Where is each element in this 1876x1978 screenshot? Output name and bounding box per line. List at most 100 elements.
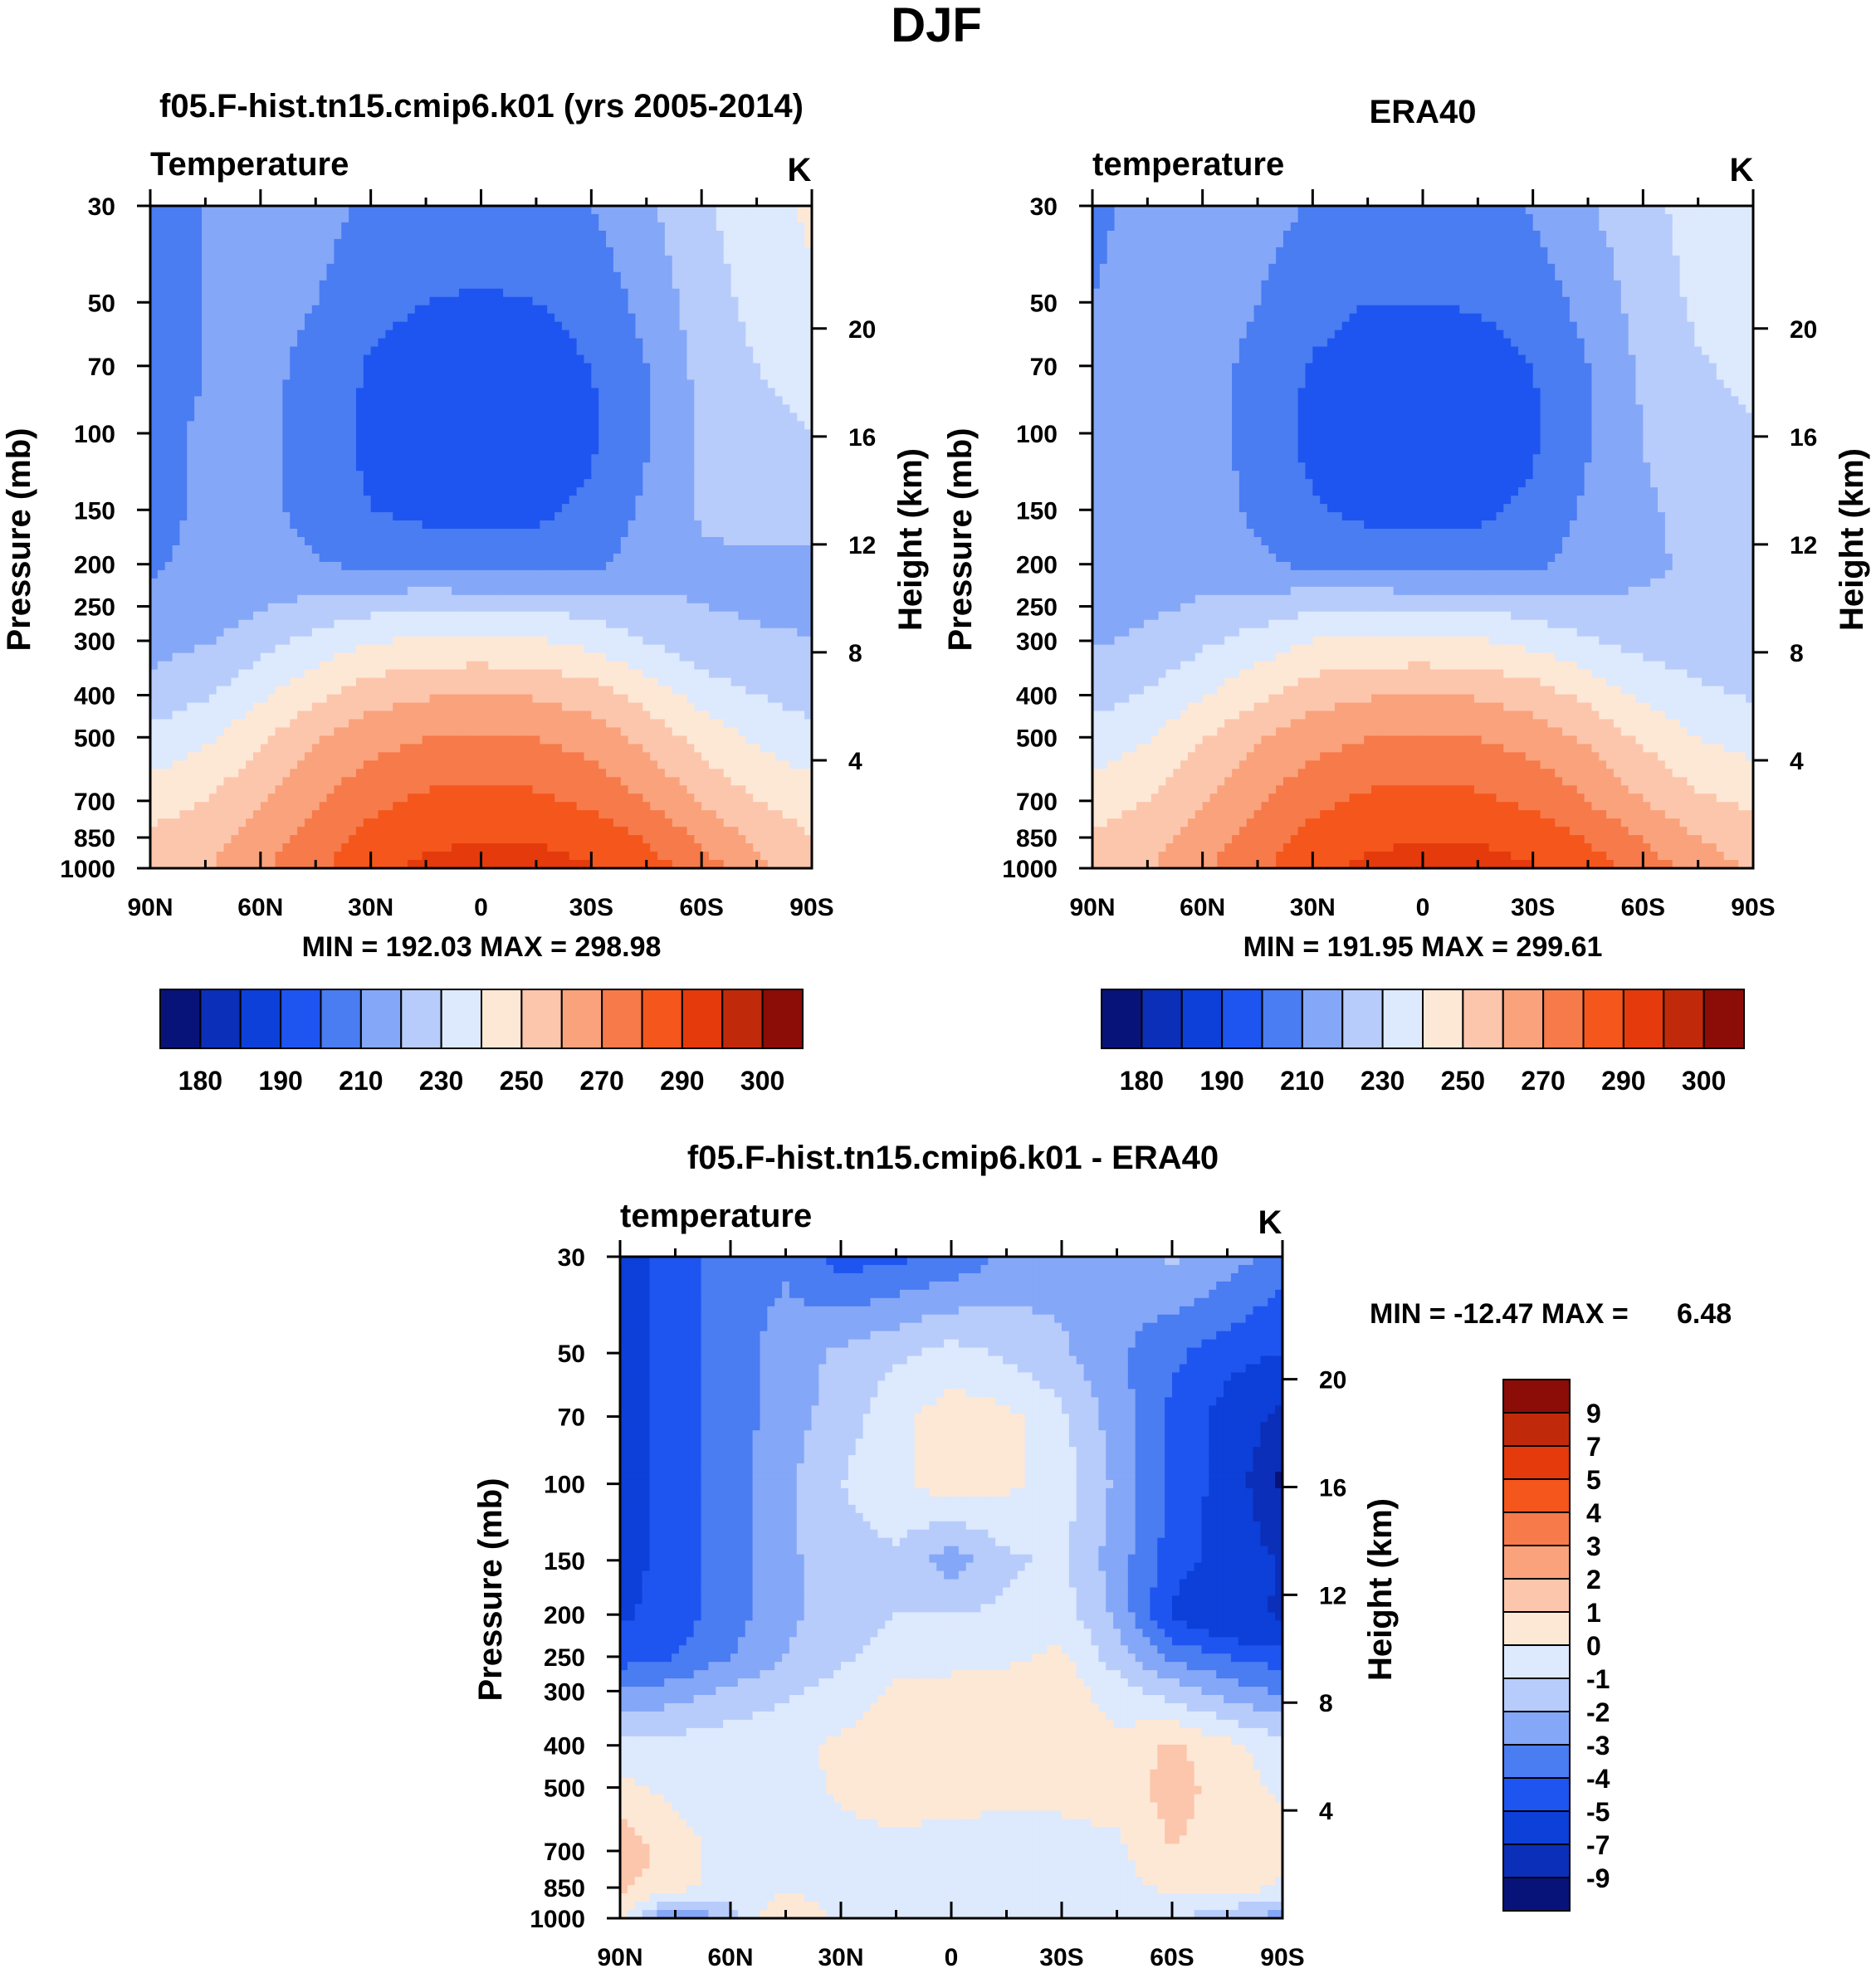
contour-cell xyxy=(371,256,379,265)
contour-cell xyxy=(430,247,438,256)
contour-cell xyxy=(371,355,379,364)
contour-cell xyxy=(437,372,445,381)
contour-cell xyxy=(577,322,585,331)
contour-cell xyxy=(569,214,578,223)
contour-cell xyxy=(400,247,408,256)
contour-cell xyxy=(371,272,379,281)
contour-cell xyxy=(268,404,276,413)
contour-cell xyxy=(562,272,570,281)
contour-cell xyxy=(783,330,791,339)
contour-cell xyxy=(305,305,313,315)
contour-cell xyxy=(268,214,276,223)
contour-cell xyxy=(194,256,203,265)
contour-cell xyxy=(591,314,599,323)
contour-cell xyxy=(253,429,261,438)
contour-cell xyxy=(540,305,548,315)
contour-cell xyxy=(276,281,284,290)
contour-cell xyxy=(276,322,284,331)
contour-cell xyxy=(724,256,732,265)
contour-cell xyxy=(642,355,651,364)
contour-cell xyxy=(173,239,181,248)
contour-cell xyxy=(613,446,622,455)
contour-cell xyxy=(584,272,592,281)
contour-cell xyxy=(467,247,475,256)
contour-cell xyxy=(173,396,181,405)
contour-cell xyxy=(459,339,467,348)
contour-cell xyxy=(621,305,629,315)
contour-cell xyxy=(209,330,217,339)
contour-cell xyxy=(437,379,445,388)
contour-cell xyxy=(423,214,431,223)
contour-cell xyxy=(665,347,673,356)
contour-cell xyxy=(540,231,548,240)
contour-cell xyxy=(642,379,651,388)
contour-cell xyxy=(760,364,769,373)
contour-cell xyxy=(261,372,269,381)
contour-cell xyxy=(158,454,166,463)
contour-cell xyxy=(783,297,791,306)
contour-cell xyxy=(680,289,688,298)
contour-cell xyxy=(290,413,298,422)
contour-cell xyxy=(224,231,232,240)
contour-cell xyxy=(194,429,203,438)
contour-cell xyxy=(334,289,342,298)
contour-cell xyxy=(760,396,769,405)
contour-cell xyxy=(686,281,695,290)
contour-cell xyxy=(738,388,746,397)
contour-cell xyxy=(459,214,467,223)
contour-cell xyxy=(349,396,357,405)
contour-cell xyxy=(621,322,629,331)
contour-cell xyxy=(253,437,261,447)
contour-cell xyxy=(525,347,534,356)
contour-cell xyxy=(312,437,320,447)
contour-cell xyxy=(467,437,475,447)
contour-cell xyxy=(753,206,761,215)
contour-cell xyxy=(379,421,387,430)
contour-cell xyxy=(297,281,305,290)
contour-cell xyxy=(459,355,467,364)
contour-cell xyxy=(246,413,254,422)
contour-cell xyxy=(525,239,534,248)
contour-cell xyxy=(680,379,688,388)
contour-cell xyxy=(745,264,754,273)
contour-cell xyxy=(525,364,534,373)
contour-cell xyxy=(474,388,482,397)
contour-cell xyxy=(650,256,658,265)
contour-cell xyxy=(554,330,563,339)
contour-cell xyxy=(173,355,181,364)
contour-cell xyxy=(371,421,379,430)
contour-cell xyxy=(511,322,519,331)
contour-cell xyxy=(253,404,261,413)
contour-cell xyxy=(202,388,210,397)
contour-cell xyxy=(789,355,798,364)
contour-cell xyxy=(642,347,651,356)
contour-cell xyxy=(701,322,710,331)
contour-cell xyxy=(400,214,408,223)
contour-cell xyxy=(591,372,599,381)
contour-cell xyxy=(680,364,688,373)
contour-cell xyxy=(430,330,438,339)
contour-cell xyxy=(158,222,166,232)
contour-cell xyxy=(731,388,740,397)
contour-cell xyxy=(224,281,232,290)
contour-cell xyxy=(753,396,761,405)
contour-cell xyxy=(665,429,673,438)
contour-cell xyxy=(305,297,313,306)
contour-cell xyxy=(261,364,269,373)
contour-cell xyxy=(320,314,328,323)
contour-cell xyxy=(598,437,607,447)
contour-cell xyxy=(194,388,203,397)
contour-cell xyxy=(312,372,320,381)
contour-cell xyxy=(400,322,408,331)
contour-cell xyxy=(775,437,784,447)
contour-cell xyxy=(591,264,599,273)
contour-cell xyxy=(731,314,740,323)
contour-cell xyxy=(635,314,643,323)
contour-cell xyxy=(179,239,188,248)
contour-cell xyxy=(364,322,372,331)
contour-cell xyxy=(540,404,548,413)
contour-cell xyxy=(408,289,416,298)
contour-cell xyxy=(613,264,622,273)
contour-cell xyxy=(276,388,284,397)
min-max-stats: MIN = 192.03 MAX = 298.98 xyxy=(302,931,662,963)
